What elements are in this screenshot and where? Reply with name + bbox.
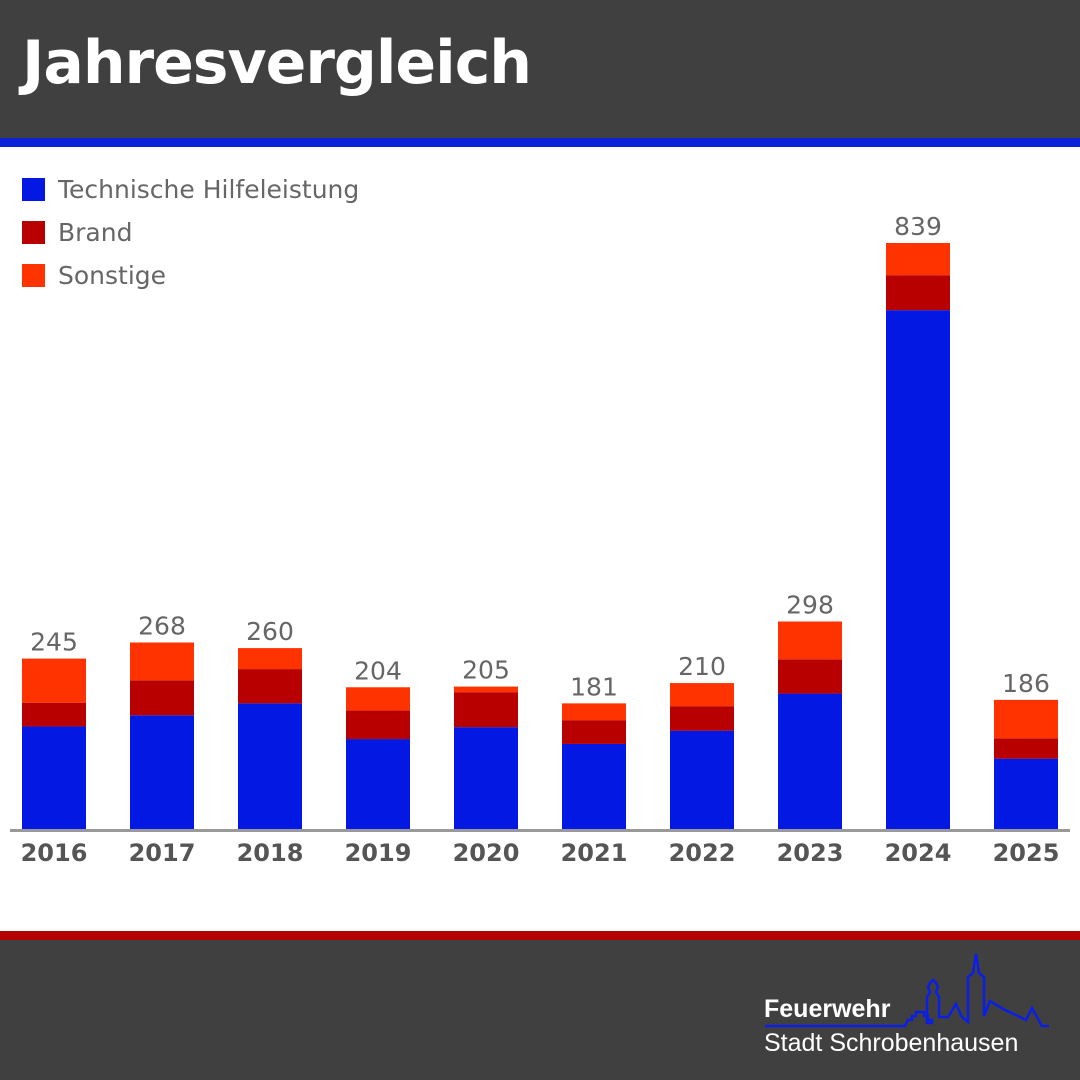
x-tick-label-2021: 2021 bbox=[561, 839, 628, 867]
data-label-2024: 839 bbox=[894, 212, 942, 241]
bar-segment-2022-0 bbox=[670, 730, 734, 830]
bar-segment-2020-0 bbox=[454, 727, 518, 830]
feuerwehr-logo: Feuerwehr Stadt Schrobenhausen bbox=[740, 940, 1060, 1070]
data-label-2020: 205 bbox=[462, 656, 510, 685]
bar-segment-2024-0 bbox=[886, 310, 950, 831]
data-label-2023: 298 bbox=[786, 591, 834, 620]
page-title: Jahresvergleich bbox=[22, 28, 532, 98]
bar-segment-2016-0 bbox=[22, 726, 86, 830]
footer-bar bbox=[0, 940, 1080, 1080]
header-blue-stripe bbox=[0, 138, 1080, 147]
bar-segment-2023-0 bbox=[778, 693, 842, 830]
data-label-2018: 260 bbox=[246, 617, 294, 646]
data-label-2022: 210 bbox=[678, 652, 726, 681]
bar-segment-2019-0 bbox=[346, 739, 410, 830]
bar-segment-2022-2 bbox=[670, 683, 734, 707]
bar-segment-2023-2 bbox=[778, 621, 842, 660]
bar-segment-2022-1 bbox=[670, 706, 734, 731]
header-bar: Jahresvergleich bbox=[0, 0, 1080, 138]
skyline-icon bbox=[765, 953, 1049, 1028]
bar-segment-2017-1 bbox=[130, 680, 194, 716]
x-axis-line bbox=[10, 829, 1070, 832]
bar-segment-2025-0 bbox=[994, 758, 1058, 830]
bar-segment-2018-0 bbox=[238, 703, 302, 830]
x-tick-label-2025: 2025 bbox=[993, 839, 1060, 867]
data-label-2016: 245 bbox=[30, 628, 78, 657]
x-tick-label-2020: 2020 bbox=[453, 839, 520, 867]
data-label-2025: 186 bbox=[1002, 669, 1050, 698]
bar-segment-2016-1 bbox=[22, 702, 86, 727]
bar-segment-2021-0 bbox=[562, 743, 626, 830]
bar-segment-2020-2 bbox=[454, 686, 518, 693]
bar-segment-2020-1 bbox=[454, 692, 518, 728]
data-label-2017: 268 bbox=[138, 611, 186, 640]
bar-segment-2018-1 bbox=[238, 669, 302, 704]
stacked-bar-chart: 245 2016 268 2017 260 2018 204 2019 205 2020 181 20… bbox=[10, 212, 1070, 867]
legend-swatch-orange bbox=[22, 263, 45, 287]
footer-red-stripe bbox=[0, 931, 1080, 940]
bar-segment-2019-2 bbox=[346, 687, 410, 711]
bar-segment-2025-1 bbox=[994, 738, 1058, 759]
bar-segment-2023-1 bbox=[778, 659, 842, 694]
bar-segment-2017-2 bbox=[130, 642, 194, 681]
legend-swatch-darkred bbox=[22, 220, 45, 244]
logo-text-feuerwehr: Feuerwehr bbox=[764, 995, 891, 1023]
x-tick-label-2018: 2018 bbox=[237, 839, 304, 867]
bar-segment-2021-1 bbox=[562, 720, 626, 744]
x-tick-label-2023: 2023 bbox=[777, 839, 844, 867]
bar-segment-2024-1 bbox=[886, 275, 950, 311]
logo-text-stadt: Stadt Schrobenhausen bbox=[764, 1029, 1019, 1057]
bar-segment-2021-2 bbox=[562, 703, 626, 721]
bar-segment-2025-2 bbox=[994, 699, 1058, 739]
x-tick-label-2016: 2016 bbox=[21, 839, 88, 867]
legend-item-brand: Brand bbox=[22, 217, 132, 247]
bar-segment-2016-2 bbox=[22, 658, 86, 703]
bar-segment-2024-2 bbox=[886, 243, 950, 276]
data-label-2021: 181 bbox=[570, 672, 618, 701]
bar-segment-2018-2 bbox=[238, 648, 302, 670]
x-tick-label-2019: 2019 bbox=[345, 839, 412, 867]
x-tick-label-2024: 2024 bbox=[885, 839, 952, 867]
bar-segment-2017-0 bbox=[130, 715, 194, 830]
legend-label: Brand bbox=[58, 217, 133, 247]
legend-swatch-blue bbox=[22, 177, 45, 201]
x-tick-label-2017: 2017 bbox=[129, 839, 196, 867]
bar-segment-2019-1 bbox=[346, 710, 410, 740]
legend-label: Sonstige bbox=[58, 260, 167, 290]
legend-label: Technische Hilfeleistung bbox=[58, 174, 360, 204]
legend-item-sonstige: Sonstige bbox=[22, 260, 166, 290]
x-tick-label-2022: 2022 bbox=[669, 839, 736, 867]
legend-item-technische-hilfeleistung: Technische Hilfeleistung bbox=[22, 174, 359, 204]
data-label-2019: 204 bbox=[354, 656, 402, 685]
